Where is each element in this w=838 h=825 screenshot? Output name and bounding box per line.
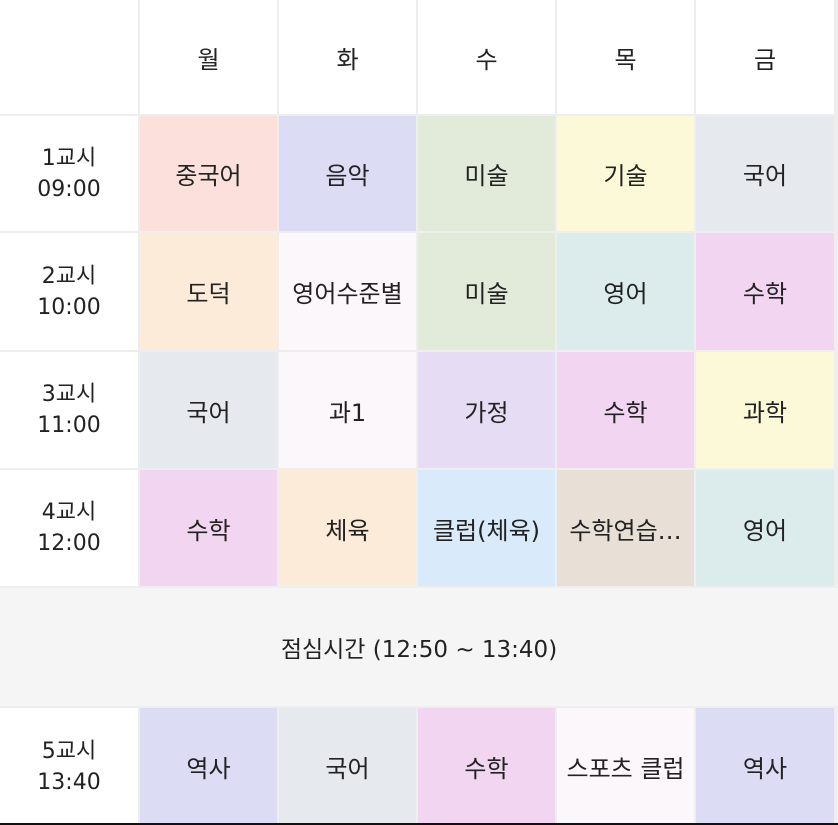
header-corner <box>0 0 138 114</box>
subject-cell[interactable]: 국어 <box>140 352 277 468</box>
subject-cell[interactable]: 과학 <box>696 352 834 468</box>
day-header-row: 월 화 수 목 금 <box>0 0 838 114</box>
subject-cell[interactable]: 수학 <box>696 233 834 350</box>
subject-cell[interactable]: 기술 <box>557 116 694 231</box>
day-header-fri: 금 <box>696 0 834 114</box>
day-header-mon: 월 <box>140 0 277 114</box>
period-time: 12:00 <box>37 531 101 556</box>
period-time: 09:00 <box>37 176 101 202</box>
subject-cell[interactable]: 영어수준별 <box>279 233 416 350</box>
subject-cell[interactable]: 미술 <box>418 233 555 350</box>
subject-cell[interactable]: 중국어 <box>140 116 277 231</box>
subject-cell[interactable]: 과1 <box>279 352 416 468</box>
period-time: 13:40 <box>37 769 101 795</box>
subject-cell[interactable]: 체육 <box>279 470 416 586</box>
subject-cell[interactable]: 역사 <box>140 708 277 825</box>
period-label: 1교시 <box>41 145 97 171</box>
subject-cell[interactable]: 가정 <box>418 352 555 468</box>
period-label: 2교시 <box>41 263 97 289</box>
period-time-cell: 2교시 10:00 <box>0 233 138 350</box>
period-row-2: 2교시 10:00 도덕 영어수준별 미술 영어 수학 <box>0 233 838 350</box>
bottom-border <box>0 823 838 825</box>
period-time: 10:00 <box>37 294 101 320</box>
subject-cell[interactable]: 수학연습… <box>557 470 694 586</box>
period-time-cell: 5교시 13:40 <box>0 708 138 825</box>
subject-cell[interactable]: 미술 <box>418 116 555 231</box>
subject-cell[interactable]: 수학 <box>418 708 555 825</box>
day-header-wed: 수 <box>418 0 555 114</box>
period-row-4: 4교시 12:00 수학 체육 클럽(체육) 수학연습… 영어 <box>0 470 838 586</box>
period-label: 4교시 <box>41 500 97 525</box>
subject-cell[interactable]: 클럽(체육) <box>418 470 555 586</box>
period-label: 3교시 <box>41 382 97 407</box>
period-row-1: 1교시 09:00 중국어 음악 미술 기술 국어 <box>0 116 838 231</box>
subject-cell[interactable]: 음악 <box>279 116 416 231</box>
period-time-cell: 3교시 11:00 <box>0 352 138 468</box>
period-time-cell: 1교시 09:00 <box>0 116 138 231</box>
lunch-break-label: 점심시간 (12:50 ~ 13:40) <box>280 637 558 663</box>
subject-cell[interactable]: 국어 <box>696 116 834 231</box>
period-time: 11:00 <box>37 413 101 438</box>
day-header-tue: 화 <box>279 0 416 114</box>
subject-cell[interactable]: 도덕 <box>140 233 277 350</box>
subject-cell[interactable]: 국어 <box>279 708 416 825</box>
subject-cell[interactable]: 스포츠 클럽 <box>557 708 694 825</box>
subject-cell[interactable]: 수학 <box>140 470 277 586</box>
subject-cell[interactable]: 역사 <box>696 708 834 825</box>
subject-cell[interactable]: 영어 <box>696 470 834 586</box>
period-row-3: 3교시 11:00 국어 과1 가정 수학 과학 <box>0 352 838 468</box>
period-row-5: 5교시 13:40 역사 국어 수학 스포츠 클럽 역사 <box>0 708 838 825</box>
day-header-thu: 목 <box>557 0 694 114</box>
subject-cell[interactable]: 수학 <box>557 352 694 468</box>
subject-cell[interactable]: 영어 <box>557 233 694 350</box>
period-label: 5교시 <box>41 738 97 764</box>
period-time-cell: 4교시 12:00 <box>0 470 138 586</box>
lunch-break-row: 점심시간 (12:50 ~ 13:40) <box>0 588 838 706</box>
